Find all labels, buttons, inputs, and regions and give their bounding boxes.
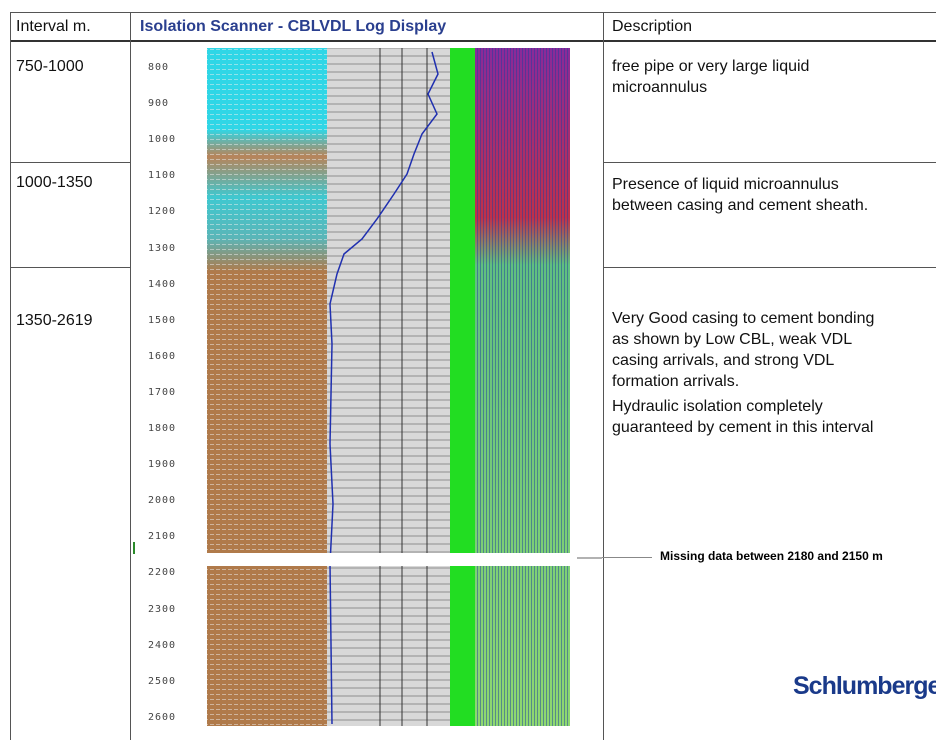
interval-cell: 1000-1350	[16, 174, 93, 191]
depth-label: 2600	[148, 711, 177, 723]
header-cell: Interval m.	[16, 18, 91, 35]
header-cell: Description	[612, 18, 693, 35]
border	[10, 40, 936, 42]
depth-label: 1800	[148, 423, 177, 434]
description-line: Very Good casing to cement bonding	[612, 310, 875, 327]
depth-label: 2500	[148, 675, 177, 687]
depth-label: 800	[148, 62, 170, 73]
border	[10, 12, 936, 13]
row-border	[10, 267, 130, 268]
border	[603, 12, 604, 740]
depth-label: 2100	[148, 531, 177, 543]
depth-label: 1500	[148, 314, 177, 326]
description-line: free pipe or very large liquid	[612, 58, 810, 75]
depth-label: 1200	[148, 206, 177, 218]
log-display	[132, 48, 602, 726]
depth-label: 1700	[148, 386, 177, 398]
row-border	[603, 162, 936, 163]
depth-label: 900	[148, 98, 170, 110]
depth-label: 1300	[148, 242, 177, 254]
border	[130, 12, 131, 740]
description-line: as shown by Low CBL, weak VDL	[612, 331, 853, 348]
depth-label: 1400	[148, 278, 177, 290]
depth-label: 2400	[148, 639, 177, 651]
depth-label: 2000	[148, 495, 177, 507]
description-line: guaranteed by cement in this interval	[612, 419, 874, 436]
border	[10, 12, 11, 740]
depth-label: 2200	[148, 567, 177, 579]
header-cell: Isolation Scanner - CBLVDL Log Display	[140, 18, 447, 35]
arrow-line	[602, 557, 652, 558]
description-line: Hydraulic isolation completely	[612, 398, 823, 415]
interval-cell: 1350-2619	[16, 312, 93, 329]
depth-label: 1600	[148, 350, 177, 362]
annotation: Missing data between 2180 and 2150 m	[660, 549, 883, 563]
description-line: microannulus	[612, 79, 708, 96]
depth-label: 1900	[148, 459, 177, 471]
description-line: formation arrivals.	[612, 373, 740, 390]
logo: Schlumberger	[793, 672, 936, 700]
depth-label: 1100	[148, 170, 177, 182]
depth-label: 1000	[148, 134, 177, 146]
description-line: casing arrivals, and strong VDL	[612, 352, 835, 369]
depth-label: 2300	[148, 603, 177, 615]
row-border	[10, 162, 130, 163]
interval-cell: 750-1000	[16, 58, 84, 75]
description-line: between casing and cement sheath.	[612, 197, 869, 214]
row-border	[603, 267, 936, 268]
description-line: Presence of liquid microannulus	[612, 176, 839, 193]
